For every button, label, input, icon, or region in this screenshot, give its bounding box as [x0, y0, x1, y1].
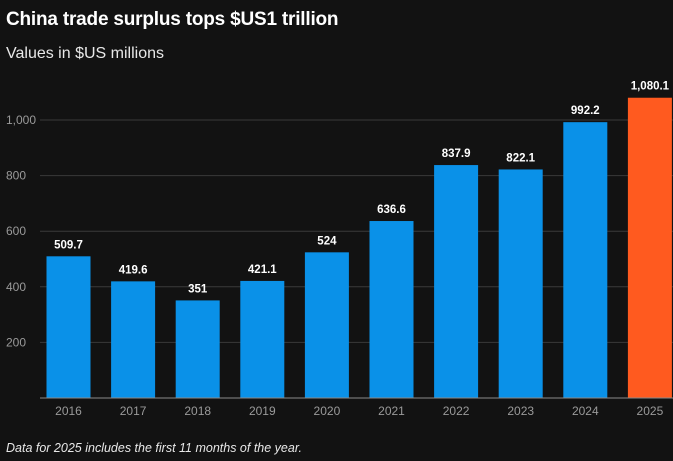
x-tick-label-2018: 2018 — [184, 404, 211, 418]
bar-2022 — [434, 165, 479, 398]
value-label-2016: 509.7 — [54, 239, 83, 251]
y-tick-label: 200 — [6, 335, 26, 349]
x-tick-label-2024: 2024 — [572, 404, 599, 418]
value-label-2019: 421.1 — [248, 264, 277, 276]
bar-2019 — [240, 280, 285, 398]
bar-2020 — [304, 252, 349, 398]
value-label-2024: 992.2 — [571, 105, 600, 117]
y-tick-label: 400 — [6, 280, 26, 294]
x-tick-label-2019: 2019 — [249, 404, 276, 418]
bar-2021 — [369, 221, 414, 398]
y-tick-label: 800 — [6, 169, 26, 183]
value-labels: 509.7 419.6 351 421.1 524 636.6 837.9 822.1 992.… — [54, 81, 670, 296]
value-label-2020: 524 — [317, 235, 337, 247]
y-tick-label: 600 — [6, 224, 26, 238]
value-label-2021: 636.6 — [377, 204, 406, 216]
x-tick-label-2023: 2023 — [507, 404, 534, 418]
chart-subtitle: Values in $US millions — [6, 45, 164, 62]
value-label-2023: 822.1 — [506, 152, 535, 164]
x-tick-label-2025: 2025 — [637, 404, 664, 418]
x-tick-label-2022: 2022 — [443, 404, 470, 418]
bar-2023 — [498, 169, 543, 398]
bar-2018 — [175, 300, 220, 398]
value-label-2025: 1,080.1 — [631, 81, 670, 93]
value-label-2022: 837.9 — [442, 148, 471, 160]
bar-2025 — [627, 97, 672, 398]
bar-2017 — [111, 281, 156, 398]
chart-title: China trade surplus tops $US1 trillion — [6, 9, 339, 30]
y-axis-ticks: 200 400 600 800 1,000 — [6, 113, 36, 349]
x-tick-label-2020: 2020 — [314, 404, 341, 418]
x-tick-label-2021: 2021 — [378, 404, 405, 418]
x-tick-label-2016: 2016 — [55, 404, 82, 418]
chart-footnote: Data for 2025 includes the first 11 mont… — [6, 441, 302, 455]
bar-2016 — [46, 256, 91, 398]
bars — [46, 97, 672, 399]
bar-2024 — [563, 122, 608, 399]
y-tick-label: 1,000 — [6, 113, 36, 127]
value-label-2018: 351 — [188, 283, 208, 295]
x-axis-labels: 2016 2017 2018 2019 2020 2021 2022 2023 2024 2025 — [55, 404, 663, 418]
x-tick-label-2017: 2017 — [120, 404, 147, 418]
value-label-2017: 419.6 — [119, 264, 148, 276]
